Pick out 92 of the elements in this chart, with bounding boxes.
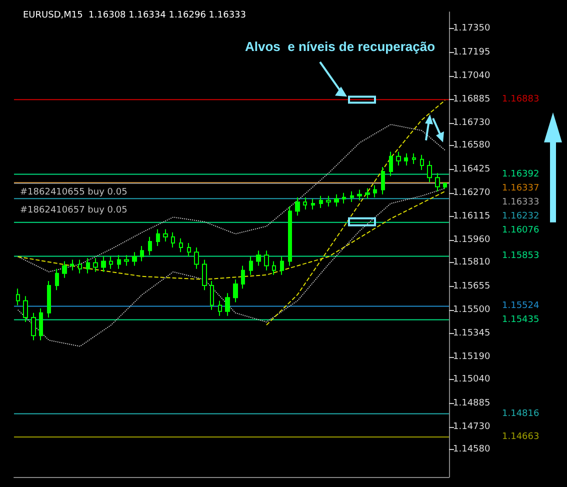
candlestick [404,152,408,166]
line-series [17,188,446,347]
y-tick-label: 1.17195 [453,47,490,58]
candlestick [342,192,346,204]
ref-line-label: 1.14816 [502,408,540,419]
candlestick [373,184,377,198]
candlestick [280,256,284,276]
candlestick [109,256,113,270]
candlestick [420,154,424,171]
y-tick-label: 1.15960 [453,234,490,245]
candlestick [210,280,214,310]
candlestick [365,188,370,200]
ref-line-label: 1.15524 [502,301,540,312]
y-tick-label: 1.15190 [453,352,490,362]
annotation: #1862410657 buy 0.05 [20,206,128,216]
candlestick [357,189,362,201]
line-series [17,124,446,272]
candlestick [101,256,106,272]
candlestick [117,254,121,270]
candlestick [39,308,43,341]
candlestick [334,194,339,208]
candlestick [70,259,74,271]
candlestick [218,300,222,316]
y-tick-label: 1.14580 [453,444,490,455]
candlestick [163,228,168,242]
y-tick-label: 1.17040 [453,70,490,81]
candlestick [412,152,416,164]
candlestick [202,259,207,291]
candlestick [16,288,20,306]
candlestick [233,278,238,303]
annotation: Alvos e níveis de recuperação [245,39,436,54]
ref-line-label: 1.15853 [502,251,540,262]
candlestick [264,250,269,271]
candlestick [435,172,440,192]
y-tick-label: 1.15655 [453,281,490,292]
candlestick [62,260,67,278]
candlestick [140,246,144,262]
candlestick [396,151,401,166]
candlestick [241,265,245,290]
candlestick [47,280,51,318]
y-tick-label: 1.15810 [453,258,490,268]
y-tick-label: 1.16425 [453,164,490,174]
candlestick [31,312,36,341]
y-tick-label: 1.16885 [453,94,490,104]
candlestick [156,228,160,247]
y-tick-label: 1.15345 [453,328,490,338]
y-tick-label: 1.17350 [453,24,490,34]
candlestick [194,247,199,270]
candlestick [187,242,191,258]
candlestick [148,236,152,256]
y-tick-label: 1.16580 [453,140,490,151]
y-tick-label: 1.15500 [453,304,490,315]
ref-line-label: 1.15435 [502,315,540,326]
candlestick [443,182,447,190]
y-tick-label: 1.15040 [453,374,490,385]
candlestick [288,206,292,266]
chart-title: EURUSD,M15 1.16308 1.16334 1.16296 1.16333 [23,10,246,20]
candlestick [389,151,393,177]
candlestick [171,232,175,248]
y-tick-label: 1.16730 [453,118,490,128]
ref-line-label: 1.16392 [502,169,540,180]
ref-line-label: 1.16232 [502,211,540,222]
ref-line-label: 1.16337 [502,183,540,194]
candlestick [179,238,183,253]
ref-line-label: 1.16333 [502,197,540,208]
candlestick [319,195,323,209]
candlestick [350,190,354,202]
candlestick [93,258,98,272]
candlestick [256,250,261,266]
candlestick [225,292,230,316]
y-tick-label: 1.16115 [453,211,490,222]
candlestick [303,196,307,210]
candlestick [272,260,276,276]
ref-line-label: 1.16883 [502,94,540,105]
candlestick [86,258,90,274]
candlestick [311,198,315,210]
candlestick [381,166,385,195]
ref-line-label: 1.14663 [502,432,540,442]
y-tick-label: 1.14730 [453,422,490,432]
candlestick [295,196,300,216]
ref-line-label: 1.16076 [502,225,540,236]
candlestick [132,252,137,266]
annotation: #1862410655 buy 0.05 [20,188,128,198]
candlestick [124,254,129,266]
candlestick [326,195,331,208]
candlestick [427,160,432,183]
y-tick-label: 1.14885 [453,398,490,408]
candlestick [23,296,28,322]
candlestick [55,268,59,291]
candlestick [249,256,253,276]
candlestick [78,259,82,274]
y-tick-label: 1.16270 [453,188,490,198]
